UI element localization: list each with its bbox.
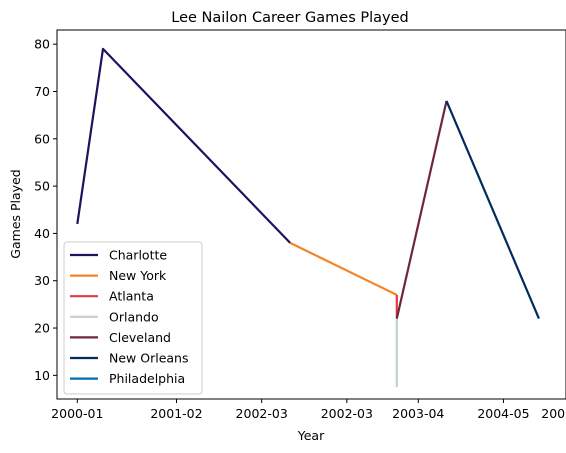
x-tick-label: 2004-05 [477, 406, 529, 421]
legend-label-new-york: New York [109, 268, 167, 283]
x-tick-label: 2002-03 [321, 406, 373, 421]
y-axis-ticks: 10 20 30 40 50 60 70 80 [34, 37, 57, 383]
y-tick-label: 20 [34, 321, 50, 336]
y-axis-label: Games Played [8, 169, 23, 258]
chart-title: Lee Nailon Career Games Played [171, 10, 409, 26]
x-tick-label: 2005-06 [541, 406, 566, 421]
y-tick-label: 60 [34, 131, 50, 146]
x-axis-label: Year [297, 428, 325, 443]
x-tick-label: 2002-03 [236, 406, 288, 421]
x-tick-label: 2000-01 [51, 406, 103, 421]
plot-frame [56, 29, 566, 400]
x-axis-ticks: 2000-01 2001-02 2002-03 2002-03 2003-04 2004-… [51, 399, 566, 421]
legend-label-new-orleans: New Orleans [109, 351, 188, 366]
y-tick-label: 30 [34, 273, 50, 288]
legend-label-orlando: Orlando [109, 309, 159, 324]
legend-label-atlanta: Atlanta [109, 289, 154, 304]
series-line-new-orleans [445, 100, 540, 320]
y-tick-label: 80 [34, 37, 50, 52]
x-tick-label: 2003-04 [392, 406, 444, 421]
y-tick-label: 40 [34, 226, 50, 241]
legend-label-charlotte: Charlotte [109, 248, 167, 263]
series-line-new-york [289, 241, 398, 296]
y-tick-label: 10 [34, 368, 50, 383]
legend-label-philadelphia: Philadelphia [109, 371, 185, 386]
legend-label-cleveland: Cleveland [109, 330, 171, 345]
series-line-charlotte [76, 47, 291, 244]
legend: Charlotte New York Atlanta Orlando Cleveland… [63, 241, 203, 395]
y-tick-label: 50 [34, 179, 50, 194]
y-tick-label: 70 [34, 84, 50, 99]
legend-box [63, 241, 203, 395]
series-line-cleveland [395, 100, 448, 319]
x-tick-label: 2001-02 [150, 406, 202, 421]
plot-lines [76, 47, 540, 388]
